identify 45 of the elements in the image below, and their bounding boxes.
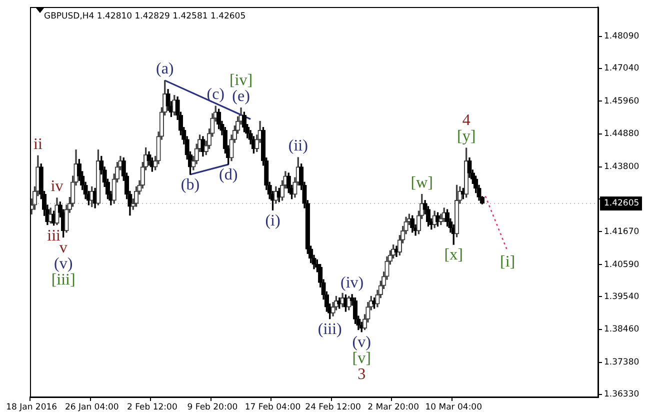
text: GBPUSD,H4 1.42810 1.42829 1.42581 1.42605 xyxy=(44,11,246,22)
y-tick-label: 1.43800 xyxy=(604,162,640,172)
annotation: [iv] xyxy=(229,72,253,90)
annotation: iii xyxy=(47,228,62,245)
annotation: v xyxy=(59,239,68,256)
annotation: [v] xyxy=(352,350,371,368)
annotation: (iii) xyxy=(318,320,342,338)
y-tick-label: 1.45960 xyxy=(604,96,640,106)
x-tick-label: 17 Feb 04:00 xyxy=(244,402,301,412)
y-tick-label: 1.37380 xyxy=(604,358,640,368)
annotation: (e) xyxy=(232,88,250,106)
ref-line-label: 1.42605 xyxy=(604,198,640,209)
x-tick-label: 18 Jan 2016 xyxy=(6,402,58,412)
annotation: (iv) xyxy=(340,274,364,292)
x-tick-label: 26 Jan 04:00 xyxy=(64,402,119,412)
annotation: (c) xyxy=(206,86,225,104)
y-tick-label: 1.36330 xyxy=(604,389,640,400)
annotation: (i) xyxy=(265,212,280,230)
annotation: (v) xyxy=(54,255,73,272)
annotation: (d) xyxy=(218,166,238,184)
annotation: iv xyxy=(50,178,64,196)
x-tick-label: 9 Feb 20:00 xyxy=(187,402,238,412)
x-tick-label: 10 Mar 04:00 xyxy=(425,402,482,412)
y-tick-label: 1.48090 xyxy=(604,32,640,42)
annotation: [w] xyxy=(410,174,433,192)
annotation: [i] xyxy=(500,253,516,270)
annotation: [iii] xyxy=(51,271,76,288)
y-tick-label: 1.38460 xyxy=(604,324,640,335)
y-tick-label: 1.41670 xyxy=(604,226,640,237)
y-tick-label: 1.47040 xyxy=(604,63,640,74)
y-tick-label: 1.39540 xyxy=(604,292,640,302)
x-tick-label: 2 Mar 20:00 xyxy=(368,402,420,412)
annotation: 4 xyxy=(462,112,470,130)
annotation: (ii) xyxy=(288,138,308,155)
annotation: [y] xyxy=(456,128,476,146)
annotation: (b) xyxy=(180,176,200,194)
x-tick-label: 2 Feb 12:00 xyxy=(126,402,178,412)
x-tick-label: 24 Feb 12:00 xyxy=(305,402,361,412)
y-tick-label: 1.40590 xyxy=(604,260,640,270)
annotation: 3 xyxy=(358,366,366,384)
annotation: ii xyxy=(33,136,43,153)
annotation: (a) xyxy=(156,60,174,78)
annotation: [x] xyxy=(444,246,463,264)
annotation: (v) xyxy=(352,334,371,352)
y-tick-label: 1.44880 xyxy=(604,129,640,140)
